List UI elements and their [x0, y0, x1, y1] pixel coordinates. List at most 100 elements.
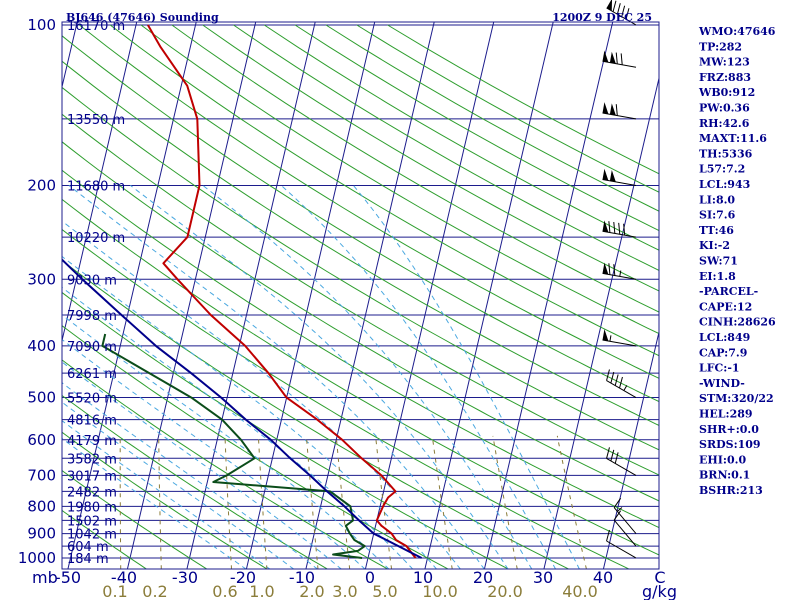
- index-item: HEL:289: [699, 408, 753, 421]
- moist-adiabat-line: [62, 361, 342, 569]
- height-label: 2482 m: [67, 485, 117, 500]
- barb-flag: [606, 447, 610, 459]
- height-label: 1042 m: [67, 528, 117, 543]
- barb-pennant: [602, 220, 609, 233]
- barb-flag: [608, 263, 611, 275]
- isotherm-line: [126, 22, 257, 569]
- dry-adiabat-line: [233, 24, 659, 271]
- barb-flag: [613, 510, 622, 521]
- height-label: 1980 m: [67, 500, 117, 515]
- moist-adiabat-line: [202, 185, 533, 569]
- wind-barb: [606, 369, 637, 398]
- mixing-ratio-unit: g/kg: [642, 582, 677, 600]
- index-item: TH:5336: [699, 147, 753, 160]
- height-label: 13550 m: [67, 113, 125, 128]
- mixing-ratio-line: [556, 435, 587, 569]
- moist-adiabat-line: [62, 255, 438, 569]
- pressure-tick-label: 800: [27, 497, 56, 515]
- height-label: 11680 m: [67, 179, 125, 194]
- height-label: 4179 m: [67, 434, 117, 449]
- height-label: 7090 m: [67, 340, 117, 355]
- temperature-tick-label: 20: [473, 568, 493, 587]
- temperature-tick-label: 40: [593, 568, 613, 587]
- isotherm-line: [483, 22, 614, 569]
- height-label: 4816 m: [67, 414, 117, 429]
- dry-adiabat-line: [62, 60, 659, 427]
- wind-barb: [606, 529, 637, 559]
- barb-staff: [606, 540, 637, 559]
- barb-flag: [613, 264, 616, 276]
- wind-barbs: [602, 0, 637, 559]
- indices-panel: WMO:47646 TP:282 MW:123 FRZ:883 WB0:912 PW:0.…: [698, 25, 776, 497]
- temperature-tick-label: -50: [55, 568, 81, 587]
- moist-adiabat-line: [62, 437, 247, 569]
- temperature-tick-label: -30: [172, 568, 198, 587]
- isotherm-line: [245, 22, 376, 569]
- mixing-ratio-line: [257, 435, 268, 569]
- index-item: LFC:-1: [699, 362, 740, 375]
- mixing-ratio-line: [305, 435, 319, 569]
- index-item: STM:320/22: [699, 392, 774, 405]
- barb-staff: [602, 112, 637, 120]
- barb-pennant: [609, 51, 616, 64]
- height-label: 1502 m: [67, 514, 117, 529]
- barb-pennant: [609, 103, 616, 116]
- barb-flag: [608, 221, 611, 233]
- temperature-tick-label: 30: [533, 568, 553, 587]
- barb-flag: [618, 222, 621, 235]
- barb-flag: [614, 452, 619, 464]
- moist-adiabat-line: [62, 401, 295, 569]
- dry-adiabat-line: [79, 24, 659, 379]
- dry-adiabat-line: [62, 35, 659, 403]
- mixing-ratio-label: 20.0: [487, 582, 523, 600]
- pressure-unit-label: mb: [32, 568, 58, 587]
- mixing-ratio-label: 0.1: [102, 582, 127, 600]
- barb-flag: [610, 449, 615, 462]
- mixing-ratio-line: [375, 435, 393, 569]
- isotherm-line: [186, 22, 316, 569]
- pressure-tick-label: 200: [27, 176, 56, 194]
- pressure-tick-label: 400: [27, 337, 56, 355]
- barb-flag: [606, 369, 610, 381]
- mixing-ratio-label: 0.6: [212, 582, 237, 600]
- pressure-tick-label: 500: [27, 389, 56, 407]
- isotherm-line: [305, 22, 435, 569]
- index-item: SI:7.6: [699, 209, 736, 222]
- moist-adiabat-line: [130, 185, 509, 569]
- index-item: RH:42.6: [699, 117, 750, 130]
- dry-adiabat-line: [62, 259, 570, 569]
- pressure-tick-label: 600: [27, 431, 56, 449]
- index-item: WB0:912: [698, 86, 755, 99]
- index-item: EHI:0.0: [699, 453, 746, 466]
- index-item: KI:-2: [699, 239, 730, 252]
- temperature-tick-label: 10: [413, 568, 433, 587]
- mixing-ratio-label: 10.0: [422, 582, 458, 600]
- wind-barb: [602, 262, 637, 280]
- index-item: SHR+:0.0: [699, 423, 759, 436]
- mixing-ratio-label: 2.0: [299, 582, 324, 600]
- wind-barb: [602, 102, 637, 120]
- barb-flag: [613, 497, 622, 508]
- temperature-tick-label: C: [654, 568, 665, 587]
- moist-adiabat-line: [62, 382, 319, 569]
- moist-adiabat-line: [62, 314, 390, 569]
- index-item: WMO:47646: [698, 25, 776, 38]
- pressure-tick-label: 700: [27, 466, 56, 484]
- index-item: EI:1.8: [699, 270, 736, 283]
- barb-half-flag: [619, 270, 622, 277]
- barb-flag: [623, 223, 626, 236]
- height-label: 3582 m: [67, 452, 117, 467]
- dry-adiabat-line: [140, 24, 659, 335]
- barb-flag: [612, 0, 617, 12]
- index-item: SW:71: [699, 255, 738, 268]
- mixing-ratio-label: 5.0: [372, 582, 397, 600]
- temperature-tick-label: 0: [365, 568, 375, 587]
- mixing-ratio-line: [119, 435, 122, 569]
- barb-flag: [625, 8, 630, 20]
- barb-flag: [606, 529, 610, 542]
- dry-adiabat-line: [109, 24, 659, 357]
- dry-adiabat-line: [264, 24, 659, 251]
- mixing-ratio-line: [431, 435, 453, 569]
